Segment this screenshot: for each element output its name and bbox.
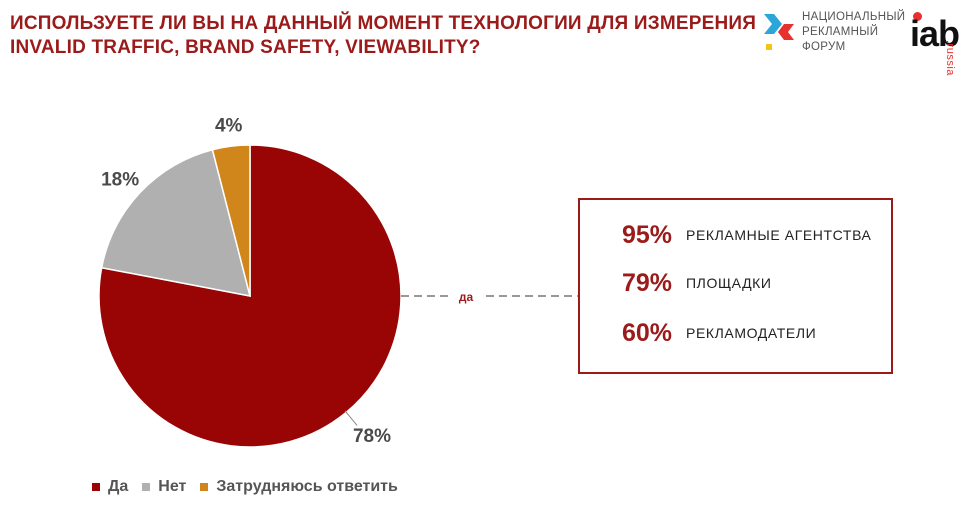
slice-percent-label: 4% bbox=[215, 115, 243, 136]
nrf-line-1: НАЦИОНАЛЬНЫЙ bbox=[802, 11, 906, 23]
breakdown-row: 95% РЕКЛАМНЫЕ АГЕНТСТВА bbox=[580, 220, 891, 250]
slice-percent-label: 18% bbox=[101, 170, 139, 191]
title-line-2: INVALID TRAFFIC, BRAND SAFETY, VIEWABILI… bbox=[10, 37, 481, 58]
iab-logo: iab .russia bbox=[910, 8, 971, 76]
pie-slice bbox=[211, 144, 251, 297]
legend-label: Нет bbox=[158, 478, 187, 495]
breakdown-row: 60% РЕКЛАМОДАТЕЛИ bbox=[580, 318, 891, 348]
legend-item: Да bbox=[92, 478, 128, 496]
title-line-1: ИСПОЛЬЗУЕТЕ ЛИ ВЫ НА ДАННЫЙ МОМЕНТ ТЕХНО… bbox=[10, 13, 757, 34]
iab-word: iab bbox=[910, 13, 960, 54]
legend-label: Затрудняюсь ответить bbox=[216, 478, 398, 495]
slice-percent-label: 78% bbox=[353, 426, 391, 447]
legend-swatch bbox=[200, 483, 209, 491]
legend-label: Да bbox=[108, 478, 129, 495]
nrf-logo: НАЦИОНАЛЬНЫЙ РЕКЛАМНЫЙ ФОРУМ bbox=[762, 10, 905, 58]
page-title: ИСПОЛЬЗУЕТЕ ЛИ ВЫ НА ДАННЫЙ МОМЕНТ ТЕХНО… bbox=[10, 12, 756, 60]
breakdown-label: ПЛОЩАДКИ bbox=[686, 275, 772, 291]
breakdown-label: РЕКЛАМОДАТЕЛИ bbox=[686, 325, 817, 341]
legend-swatch bbox=[92, 483, 100, 491]
breakdown-row: 79% ПЛОЩАДКИ bbox=[580, 268, 891, 298]
chart-legend: Да Нет Затрудняюсь ответить bbox=[92, 478, 398, 496]
label-leader-line bbox=[344, 410, 358, 426]
legend-swatch bbox=[142, 483, 151, 491]
breakdown-label: РЕКЛАМНЫЕ АГЕНТСТВА bbox=[686, 227, 872, 243]
breakdown-value: 95% bbox=[621, 221, 672, 249]
breakdown-value: 60% bbox=[621, 319, 672, 347]
connector-label: да bbox=[459, 290, 474, 304]
nrf-line-3: ФОРУМ bbox=[802, 41, 846, 53]
yes-breakdown-box: 95% РЕКЛАМНЫЕ АГЕНТСТВА 79% ПЛОЩАДКИ 60%… bbox=[578, 198, 893, 374]
pie-slice bbox=[100, 148, 252, 297]
nrf-mark-icon bbox=[764, 14, 794, 50]
legend-item: Нет bbox=[142, 478, 186, 496]
breakdown-value: 79% bbox=[621, 269, 672, 297]
nrf-logo-text: НАЦИОНАЛЬНЫЙ РЕКЛАМНЫЙ ФОРУМ bbox=[802, 10, 905, 55]
iab-dot-icon bbox=[913, 12, 922, 21]
nrf-line-2: РЕКЛАМНЫЙ bbox=[802, 26, 879, 38]
legend-item: Затрудняюсь ответить bbox=[200, 478, 398, 496]
